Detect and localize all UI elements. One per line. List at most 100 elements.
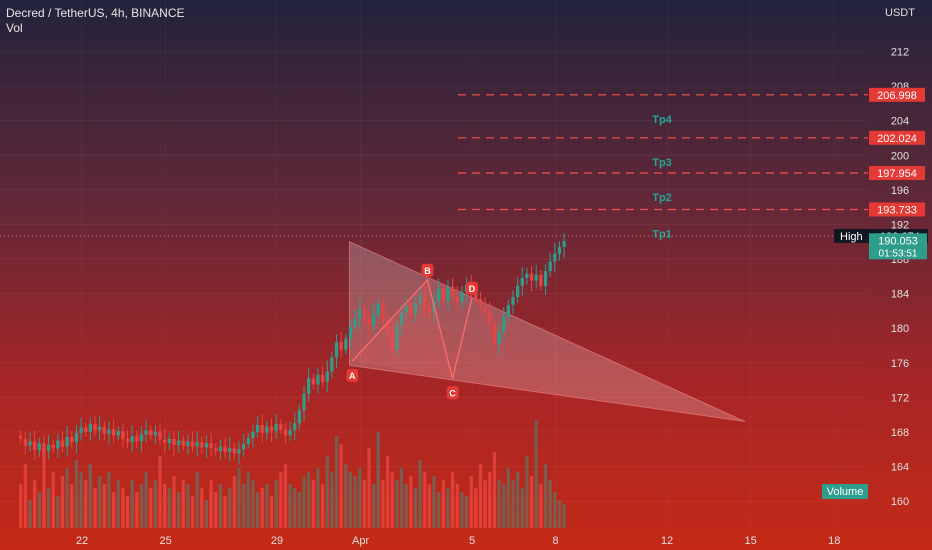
candle-body [167, 438, 171, 444]
volume-bar [88, 464, 92, 528]
candle-body [269, 426, 274, 432]
x-tick-label: 12 [661, 535, 673, 547]
candle-body [320, 374, 325, 382]
candle-body [218, 446, 223, 451]
volume-bar [529, 476, 534, 528]
y-tick-label: 180 [891, 323, 909, 335]
candle-body [121, 431, 125, 439]
volume-bar [139, 484, 144, 528]
candle-body [283, 429, 288, 436]
candle-body [358, 309, 362, 319]
volume-bar [46, 488, 51, 528]
target-price-badge [869, 202, 925, 217]
volume-bars [19, 420, 566, 528]
candle-body [348, 326, 353, 339]
candle-body [441, 288, 445, 302]
candle-body [23, 438, 27, 446]
candle-body [423, 295, 427, 308]
candle-body [149, 430, 153, 436]
candle-body [274, 424, 278, 432]
volume-indicator-label[interactable]: Vol [6, 21, 23, 35]
candles [19, 233, 566, 465]
last-price-badge [869, 233, 927, 260]
candle-body [200, 442, 204, 448]
candle-body [557, 246, 562, 254]
last-price: 190.053 [878, 235, 918, 247]
candle-body [172, 438, 176, 445]
candle-body [344, 338, 348, 350]
time-axis: 22 25 29 Apr 5 8 12 15 18 [76, 535, 840, 547]
candle-body [483, 305, 487, 313]
volume-bar [348, 472, 353, 528]
candle-body [33, 441, 37, 451]
candle-body [455, 297, 459, 303]
candle-body [107, 429, 111, 434]
candle-body [79, 427, 83, 433]
candle-body [190, 441, 195, 447]
volume-bar [395, 480, 399, 528]
volume-bar [543, 464, 548, 528]
candle-body [195, 442, 199, 447]
volume-bar [107, 472, 111, 528]
volume-bar [242, 484, 246, 528]
volume-bar [200, 488, 204, 528]
pattern-point-label: B [424, 266, 431, 276]
candle-body [330, 357, 334, 372]
volume-bar [84, 480, 88, 528]
volume-bar [60, 476, 65, 528]
candle-body [520, 278, 524, 286]
target-label: Tp4 [652, 114, 672, 126]
volume-bar [251, 480, 255, 528]
candle-body [385, 320, 390, 332]
volume-bar [399, 468, 404, 528]
pattern-line [351, 278, 473, 379]
candle-body [135, 436, 139, 442]
volume-bar [534, 420, 538, 528]
volume-bar [492, 452, 497, 528]
candle-body [84, 427, 88, 432]
candle-body [204, 443, 209, 448]
volume-bar [511, 480, 515, 528]
candle-body [181, 440, 185, 446]
pattern-point-marker [421, 263, 434, 277]
volume-bar [441, 480, 445, 528]
target-price: 206.998 [877, 90, 917, 102]
pattern-point-marker [446, 386, 459, 400]
pattern-point-label: C [449, 388, 456, 398]
candle-body [260, 425, 264, 433]
volume-bar [367, 448, 371, 528]
volume-bar [121, 488, 125, 528]
volume-bar [311, 480, 315, 528]
candle-body [214, 448, 218, 451]
volume-bar [520, 488, 524, 528]
volume-bar [93, 488, 97, 528]
candle-body [409, 306, 413, 315]
volume-bar [553, 492, 557, 528]
volume-bar [320, 484, 325, 528]
volume-bar [56, 496, 60, 528]
volume-bar [265, 484, 269, 528]
volume-bar [51, 472, 55, 528]
volume-bar [130, 480, 134, 528]
volume-bar [167, 488, 171, 528]
volume-bar [516, 472, 520, 528]
candle-body [427, 307, 432, 312]
volume-bar [297, 492, 301, 528]
volume-bar [269, 496, 274, 528]
volume-bar [190, 496, 195, 528]
y-tick-label: 168 [891, 427, 909, 439]
volume-bar [98, 476, 102, 528]
target-label: Tp2 [652, 192, 672, 204]
volume-bar [116, 480, 120, 528]
candle-body [474, 292, 478, 299]
volume-bar [237, 468, 241, 528]
candle-body [478, 298, 483, 306]
volume-bar [172, 476, 176, 528]
volume-bar [330, 472, 334, 528]
volume-bar [409, 476, 413, 528]
candle-body [102, 426, 106, 434]
volume-bar [455, 484, 459, 528]
target-price-badge [869, 87, 925, 102]
